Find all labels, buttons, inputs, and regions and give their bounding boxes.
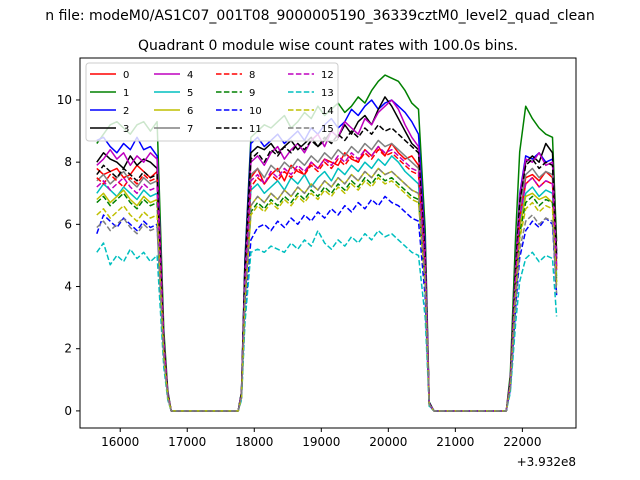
x-axis-offset-label: +3.932e8 (517, 455, 576, 469)
x-axis-ticks: 16000 17000 18000 19000 20000 21000 22000 (101, 428, 541, 449)
figure-suptitle: n file: modeM0/AS1C07_001T08_9000005190_… (45, 8, 594, 24)
x-tick-label: 22000 (503, 435, 541, 449)
y-tick-label: 8 (64, 155, 72, 169)
legend-label-3: 3 (123, 124, 129, 135)
legend-label-13: 13 (321, 88, 334, 99)
y-tick-label: 2 (64, 342, 72, 356)
x-tick-label: 21000 (436, 435, 474, 449)
y-tick-label: 0 (64, 404, 72, 418)
legend-label-7: 7 (187, 124, 193, 135)
legend-label-0: 0 (123, 70, 129, 81)
legend-label-8: 8 (249, 70, 255, 81)
x-tick-label: 19000 (302, 435, 340, 449)
series-line-15 (96, 167, 558, 412)
legend-label-2: 2 (123, 106, 129, 117)
legend-label-14: 14 (321, 106, 334, 117)
legend-label-6: 6 (187, 106, 193, 117)
y-tick-label: 10 (57, 93, 72, 107)
x-tick-label: 17000 (168, 435, 206, 449)
legend-label-9: 9 (249, 88, 255, 99)
y-tick-label: 4 (64, 280, 72, 294)
legend-label-5: 5 (187, 88, 193, 99)
y-tick-label: 6 (64, 217, 72, 231)
legend-label-15: 15 (321, 124, 334, 135)
x-tick-label: 18000 (235, 435, 273, 449)
legend-label-4: 4 (187, 70, 193, 81)
x-tick-label: 16000 (101, 435, 139, 449)
x-tick-label: 20000 (369, 435, 407, 449)
legend-label-11: 11 (249, 124, 262, 135)
legend-label-12: 12 (321, 70, 334, 81)
y-axis-ticks: 0 2 4 6 8 10 (57, 93, 80, 418)
chart-title: Quadrant 0 module wise count rates with … (138, 38, 518, 54)
legend-label-1: 1 (123, 88, 129, 99)
legend-box (85, 62, 339, 142)
plot-frame (79, 57, 577, 429)
legend-label-10: 10 (249, 106, 262, 117)
